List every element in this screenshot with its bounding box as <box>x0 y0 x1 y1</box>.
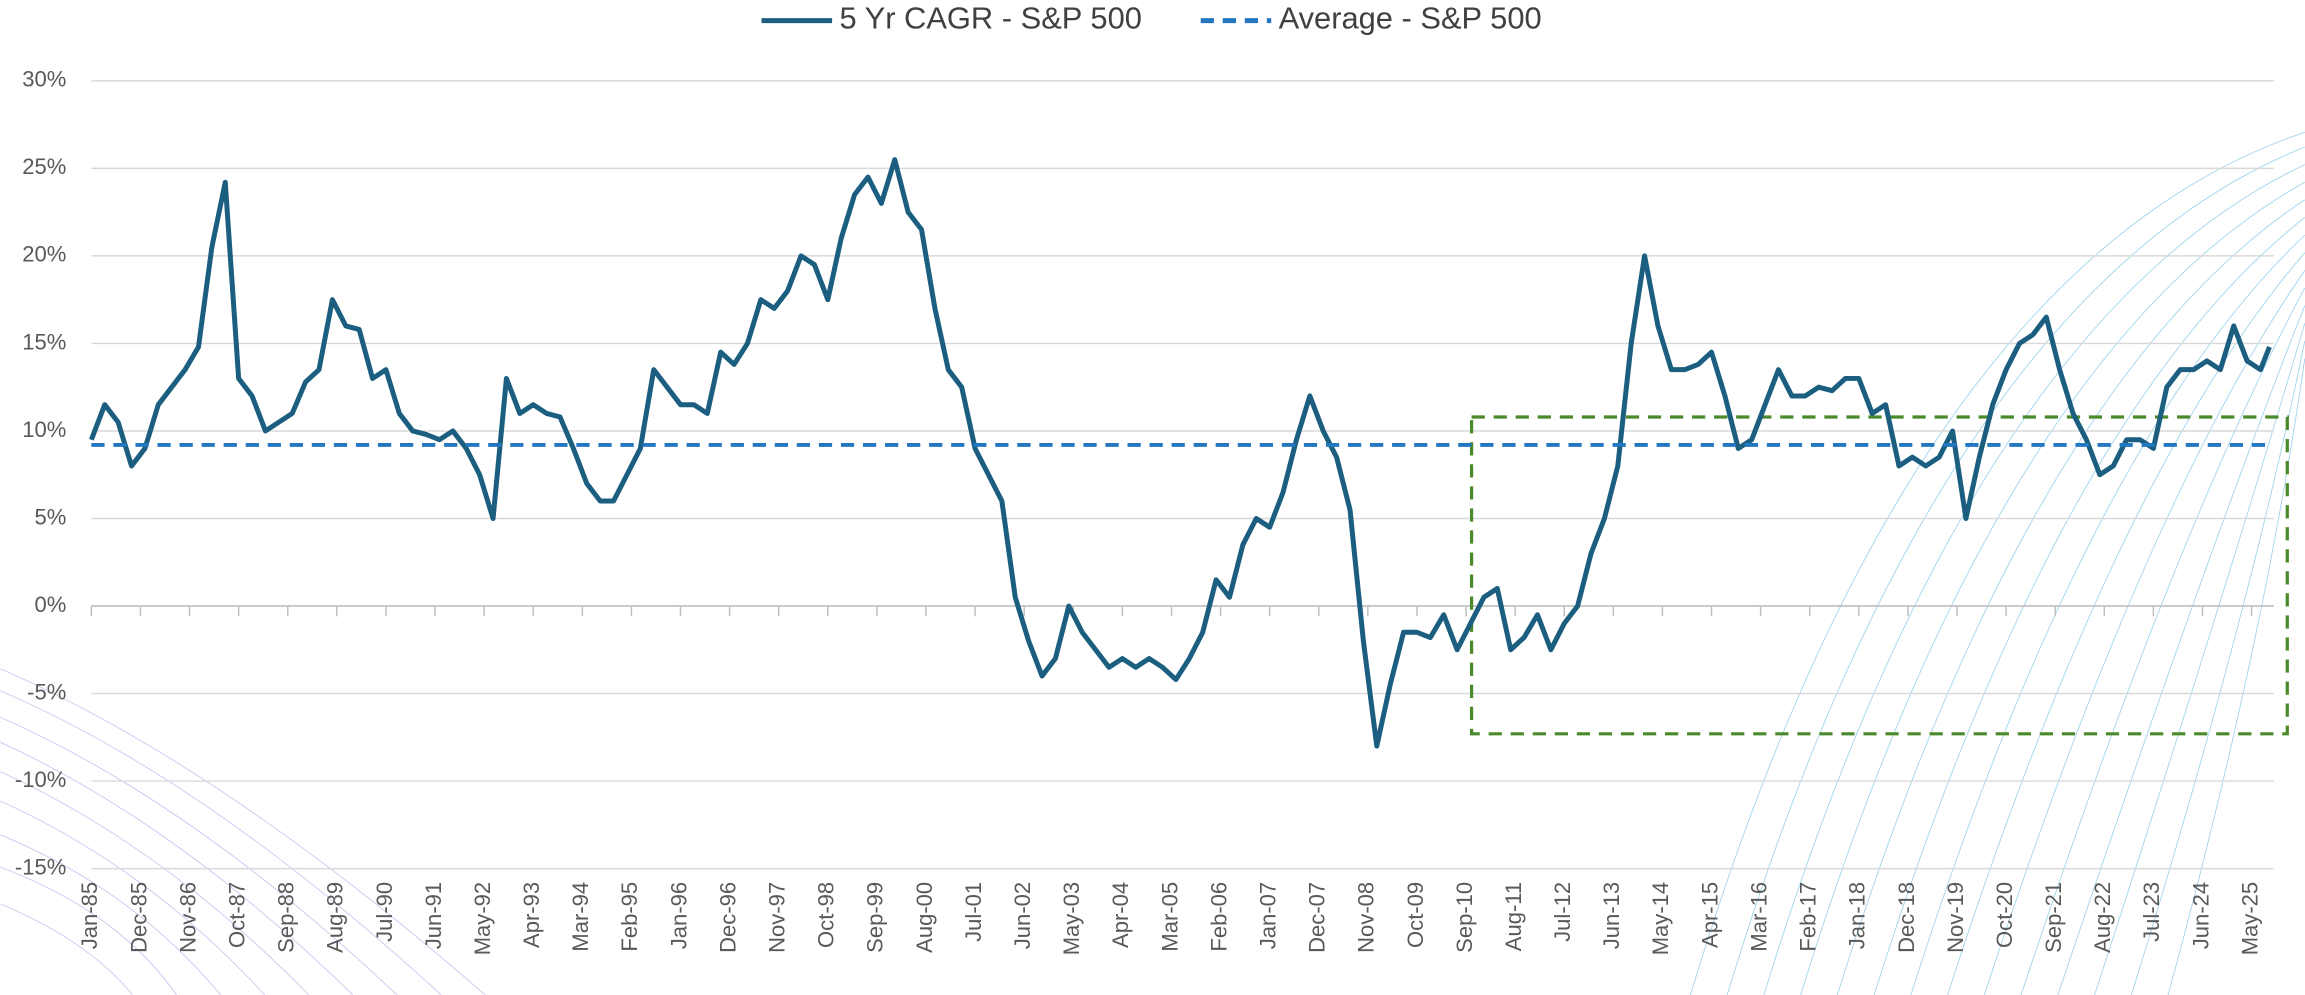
x-tick-label: Nov-08 <box>1354 882 1379 953</box>
y-tick-label: -5% <box>27 679 66 704</box>
x-tick-label: Oct-98 <box>814 882 839 948</box>
x-tick-label: Dec-18 <box>1894 882 1919 953</box>
y-tick-label: 30% <box>22 67 66 92</box>
x-tick-label: Jan-85 <box>77 882 102 949</box>
x-tick-label: Jan-96 <box>666 882 691 949</box>
y-tick-label: 25% <box>22 154 66 179</box>
x-tick-label: Aug-11 <box>1501 882 1526 951</box>
background-decoration <box>0 132 2305 995</box>
x-tick-label: Nov-19 <box>1943 882 1968 953</box>
x-tick-label: Jan-07 <box>1255 882 1280 949</box>
x-tick-label: Mar-94 <box>568 882 593 952</box>
x-tick-label: Sep-10 <box>1452 882 1477 953</box>
x-tick-label: Jul-23 <box>2139 882 2164 942</box>
x-tick-label: Mar-16 <box>1746 882 1771 952</box>
x-tick-label: Jul-12 <box>1550 882 1575 942</box>
page: {"chart_data": {"type": "line", "x": [19… <box>0 0 2305 995</box>
x-tick-label: Aug-22 <box>2090 882 2115 953</box>
x-tick-label: Nov-97 <box>765 882 790 953</box>
highlight-box <box>1472 417 2288 734</box>
x-tick-label: Jun-91 <box>421 882 446 949</box>
x-tick-label: Jan-18 <box>1845 882 1870 949</box>
x-tick-label: Apr-15 <box>1697 882 1722 948</box>
x-tick-label: Feb-95 <box>617 882 642 952</box>
legend-label: Average - S&P 500 <box>1279 1 1542 36</box>
x-tick-label: Dec-96 <box>715 882 740 953</box>
y-tick-label: 15% <box>22 329 66 354</box>
x-tick-label: Aug-89 <box>323 882 348 953</box>
legend-label: 5 Yr CAGR - S&P 500 <box>839 1 1141 36</box>
x-tick-label: May-92 <box>470 882 495 955</box>
legend: 5 Yr CAGR - S&P 500 Average - S&P 500 <box>762 1 1542 36</box>
series-line <box>91 160 2269 746</box>
x-tick-label: Aug-00 <box>912 882 937 953</box>
x-tick-label: Nov-86 <box>175 882 200 953</box>
x-tick-label: May-25 <box>2237 882 2262 955</box>
x-tick-label: Dec-85 <box>126 882 151 953</box>
x-tick-label: Feb-06 <box>1206 882 1231 952</box>
y-tick-label: 5% <box>35 504 67 529</box>
x-tick-label: Dec-07 <box>1305 882 1330 953</box>
x-tick-label: Sep-21 <box>2041 882 2066 953</box>
x-tick-label: Jul-01 <box>961 882 986 942</box>
x-tick-label: Sep-99 <box>863 882 888 953</box>
x-tick-label: May-03 <box>1059 882 1084 955</box>
x-tick-label: Apr-04 <box>1108 882 1133 948</box>
chart: 5 Yr CAGR - S&P 500 Average - S&P 500 -15… <box>0 0 2305 995</box>
y-tick-label: 20% <box>22 242 66 267</box>
y-tick-label: -15% <box>15 854 66 879</box>
y-tick-label: -10% <box>15 767 66 792</box>
x-tick-label: Oct-20 <box>1992 882 2017 948</box>
x-tick-label: May-14 <box>1648 882 1673 955</box>
y-tick-label: 10% <box>22 417 66 442</box>
x-tick-label: Jul-90 <box>372 882 397 942</box>
x-tick-label: Sep-88 <box>274 882 299 953</box>
y-tick-label: 0% <box>35 592 67 617</box>
x-tick-label: Oct-87 <box>224 882 249 948</box>
x-tick-label: Mar-05 <box>1157 882 1182 952</box>
x-tick-label: Feb-17 <box>1796 882 1821 952</box>
x-tick-label: Apr-93 <box>519 882 544 948</box>
x-tick-label: Jun-02 <box>1010 882 1035 949</box>
x-tick-label: Jun-24 <box>2188 882 2213 949</box>
x-tick-label: Jun-13 <box>1599 882 1624 949</box>
x-tick-label: Oct-09 <box>1403 882 1428 948</box>
